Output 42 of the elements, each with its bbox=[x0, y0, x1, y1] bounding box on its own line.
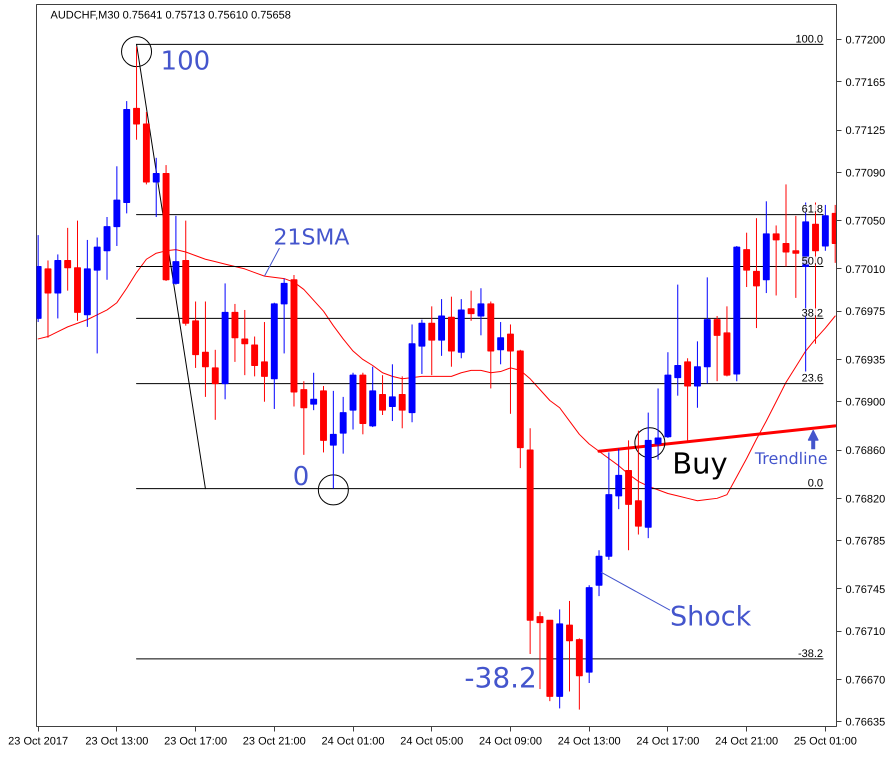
y-tick-label: 0.76785 bbox=[846, 536, 886, 548]
y-tick-label: 0.76710 bbox=[846, 626, 886, 638]
y-tick-label: 0.76820 bbox=[846, 493, 886, 506]
y-tick-label: 0.76935 bbox=[846, 354, 886, 366]
series-label: 0.0 bbox=[808, 478, 824, 490]
x-tick-label: 24 Oct 13:00 bbox=[558, 736, 621, 748]
series-label: -38.2 bbox=[798, 648, 824, 660]
y-tick-label: 0.77090 bbox=[846, 167, 886, 180]
series-label: 50.0 bbox=[802, 255, 824, 268]
x-tick-label: 23 Oct 21:00 bbox=[242, 736, 306, 748]
series-label: 100.0 bbox=[796, 33, 824, 46]
y-tick-label: 0.76900 bbox=[846, 396, 886, 409]
series-label: 61.8 bbox=[802, 204, 824, 216]
x-tick-label: 24 Oct 01:00 bbox=[322, 736, 385, 748]
x-tick-label: 24 Oct 17:00 bbox=[636, 736, 700, 748]
x-tick-label: 24 Oct 09:00 bbox=[478, 736, 542, 748]
x-tick-label: 24 Oct 21:00 bbox=[715, 736, 778, 748]
y-tick-label: 0.77165 bbox=[846, 76, 886, 89]
x-tick-label: 23 Oct 2017 bbox=[8, 736, 68, 748]
annotation: 100 bbox=[160, 46, 210, 76]
x-tick-label: 25 Oct 01:00 bbox=[794, 736, 857, 748]
series-label: 38.2 bbox=[802, 307, 824, 320]
y-tick-label: 0.77125 bbox=[846, 125, 886, 138]
x-tick-label: 24 Oct 05:00 bbox=[400, 736, 464, 748]
y-tick-label: 0.76635 bbox=[846, 716, 886, 729]
y-tick-label: 0.76745 bbox=[846, 584, 886, 596]
annotation: Trendline bbox=[754, 448, 828, 468]
y-tick-label: 0.76975 bbox=[846, 306, 886, 318]
x-tick-label: 23 Oct 17:00 bbox=[164, 736, 228, 748]
annotation: -38.2 bbox=[464, 661, 537, 694]
annotation: 21SMA bbox=[273, 226, 350, 251]
chart-title: AUDCHF,M30 0.75641 0.75713 0.75610 0.75658 bbox=[50, 10, 291, 22]
x-tick-label: 23 Oct 13:00 bbox=[85, 736, 148, 748]
annotation: Shock bbox=[670, 602, 752, 633]
annotation: 0 bbox=[292, 462, 310, 492]
y-tick-label: 0.76860 bbox=[846, 445, 886, 458]
y-tick-label: 0.76670 bbox=[846, 674, 886, 686]
annotation: Buy bbox=[672, 446, 728, 480]
y-tick-label: 0.77050 bbox=[846, 216, 886, 228]
y-tick-label: 0.77010 bbox=[846, 264, 886, 276]
series-label: 23.6 bbox=[802, 372, 824, 385]
y-tick-label: 0.77200 bbox=[846, 34, 886, 47]
